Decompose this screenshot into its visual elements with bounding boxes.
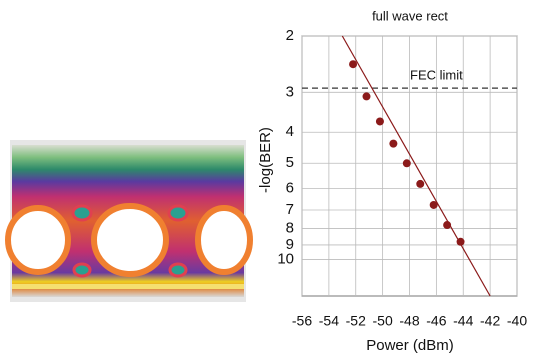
y-tick-label: 5 <box>286 154 294 171</box>
x-tick-label: -42 <box>480 313 500 329</box>
x-tick-label: -48 <box>399 313 419 329</box>
data-point <box>363 92 371 100</box>
plot: full wave rect Power (dBm) -log(BER) 2 3 4… <box>257 8 527 354</box>
page: full wave rect Power (dBm) -log(BER) 2 3 4… <box>0 0 541 363</box>
y-tick-label: 7 <box>286 201 294 218</box>
x-tick-label: -52 <box>346 313 366 329</box>
data-point <box>416 180 424 188</box>
y-tick-label: 3 <box>286 83 294 100</box>
x-tick-label: -44 <box>453 313 473 329</box>
data-point <box>389 140 397 148</box>
y-tick-label: 8 <box>286 220 294 237</box>
x-tick-label: -50 <box>373 313 393 329</box>
y-tick-label: 10 <box>277 251 294 268</box>
y-tick-label: 6 <box>286 180 294 197</box>
x-axis-label: Power (dBm) <box>366 337 454 354</box>
y-tick-label: 4 <box>286 123 294 140</box>
data-point <box>376 117 384 125</box>
eye-diagram <box>8 140 250 302</box>
x-tick-label: -54 <box>319 313 339 329</box>
chart-title: full wave rect <box>372 8 448 23</box>
data-point <box>349 60 357 68</box>
x-tick-label: -56 <box>292 313 312 329</box>
y-tick-label: 2 <box>286 27 294 44</box>
reference-label: FEC limit <box>410 68 463 83</box>
data-point <box>403 159 411 167</box>
y-axis-label: -log(BER) <box>257 127 274 193</box>
figure: full wave rect Power (dBm) -log(BER) 2 3 4… <box>0 0 541 358</box>
x-tick-label: -46 <box>426 313 446 329</box>
x-tick-label: -40 <box>507 313 527 329</box>
